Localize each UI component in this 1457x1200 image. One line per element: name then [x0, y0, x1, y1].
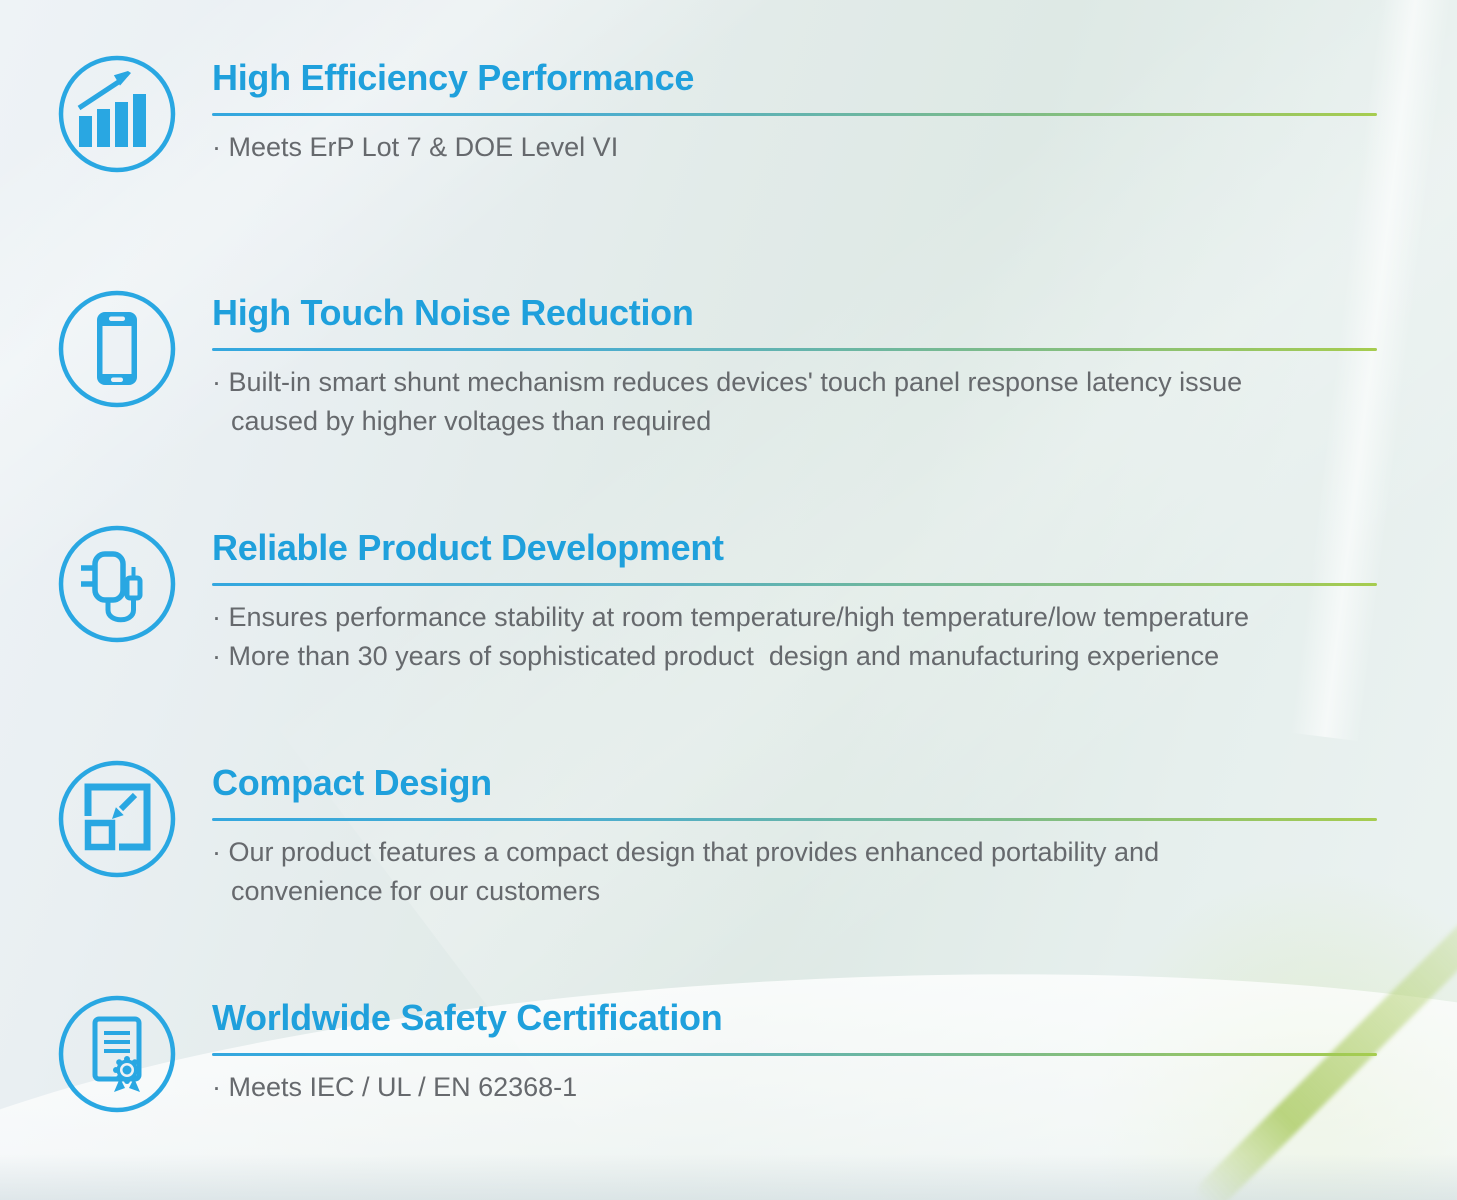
feature-underline [212, 348, 1377, 351]
bullet-item: · Meets IEC / UL / EN 62368-1 [212, 1068, 1457, 1107]
bullet-item: · Built-in smart shunt mechanism reduces… [212, 363, 1457, 441]
smartphone-icon [57, 289, 177, 409]
feature-underline [212, 113, 1377, 116]
feature-content: High Efficiency Performance · Meets ErP … [212, 56, 1457, 167]
feature-section-high-efficiency-performance: High Efficiency Performance · Meets ErP … [0, 55, 1457, 173]
bullet-line: Meets IEC / UL / EN 62368-1 [228, 1072, 578, 1102]
bullet-dot: · [212, 367, 221, 397]
feature-bullets: · Meets ErP Lot 7 & DOE Level VI [212, 128, 1457, 167]
certificate-icon [57, 994, 177, 1114]
bullet-dot: · [212, 132, 221, 162]
feature-underline [212, 1053, 1377, 1056]
bullet-dot: · [212, 602, 221, 632]
feature-content: Compact Design · Our product features a … [212, 761, 1457, 911]
bullet-item: · More than 30 years of sophisticated pr… [212, 637, 1457, 676]
feature-title: High Efficiency Performance [212, 57, 695, 98]
bullet-item: · Meets ErP Lot 7 & DOE Level VI [212, 128, 1457, 167]
power-adapter-icon [57, 524, 177, 644]
bullet-item: · Our product features a compact design … [212, 833, 1457, 911]
bullet-line: convenience for our customers [231, 876, 601, 906]
bullet-dot: · [212, 1072, 221, 1102]
feature-title: High Touch Noise Reduction [212, 292, 694, 333]
bullet-line: caused by higher voltages than required [231, 406, 712, 436]
bullet-item: · Ensures performance stability at room … [212, 598, 1457, 637]
feature-title: Compact Design [212, 762, 492, 803]
feature-underline [212, 818, 1377, 821]
feature-section-worldwide-safety-certification: Worldwide Safety Certification · Meets I… [0, 995, 1457, 1113]
feature-underline [212, 583, 1377, 586]
feature-bullets: · Our product features a compact design … [212, 833, 1457, 911]
bullet-line: Ensures performance stability at room te… [228, 602, 1249, 632]
bullet-line: Meets ErP Lot 7 & DOE Level VI [228, 132, 619, 162]
bullet-line: More than 30 years of sophisticated prod… [228, 641, 1220, 671]
feature-content: Reliable Product Development · Ensures p… [212, 526, 1457, 676]
background-bottom-band [0, 1154, 1457, 1200]
growth-chart-icon [57, 54, 177, 174]
feature-title: Reliable Product Development [212, 527, 724, 568]
bullet-line: Our product features a compact design th… [228, 837, 1160, 867]
feature-bullets: · Meets IEC / UL / EN 62368-1 [212, 1068, 1457, 1107]
feature-bullets: · Built-in smart shunt mechanism reduces… [212, 363, 1457, 441]
feature-content: High Touch Noise Reduction · Built-in sm… [212, 291, 1457, 441]
feature-title: Worldwide Safety Certification [212, 997, 723, 1038]
feature-section-compact-design: Compact Design · Our product features a … [0, 759, 1457, 911]
feature-section-high-touch-noise-reduction: High Touch Noise Reduction · Built-in sm… [0, 289, 1457, 441]
bullet-dot: · [212, 641, 221, 671]
feature-content: Worldwide Safety Certification · Meets I… [212, 996, 1457, 1107]
bullet-dot: · [212, 837, 221, 867]
feature-section-reliable-product-development: Reliable Product Development · Ensures p… [0, 524, 1457, 676]
bullet-line: Built-in smart shunt mechanism reduces d… [228, 367, 1243, 397]
compact-design-icon [57, 759, 177, 879]
feature-bullets: · Ensures performance stability at room … [212, 598, 1457, 676]
